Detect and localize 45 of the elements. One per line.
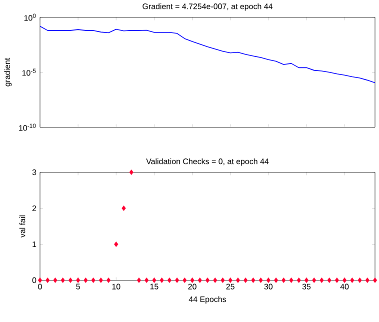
point — [114, 241, 118, 247]
point — [266, 277, 270, 283]
point — [182, 277, 187, 283]
point — [327, 277, 332, 283]
point — [190, 277, 194, 283]
point — [152, 277, 156, 283]
point — [46, 277, 50, 283]
point — [358, 277, 362, 283]
point — [160, 277, 164, 283]
point — [312, 277, 316, 283]
point — [98, 277, 103, 283]
point — [129, 169, 134, 175]
point — [334, 277, 340, 283]
point — [91, 277, 96, 283]
point — [296, 277, 301, 283]
point — [174, 277, 180, 283]
point — [213, 277, 218, 283]
point — [144, 277, 149, 283]
point — [365, 277, 370, 283]
point — [342, 277, 347, 283]
point — [76, 277, 80, 283]
point — [205, 277, 210, 283]
point — [167, 277, 172, 283]
point — [68, 277, 73, 283]
point — [372, 277, 378, 283]
point — [274, 277, 278, 283]
point — [282, 277, 286, 283]
point — [350, 277, 354, 283]
point — [84, 277, 88, 283]
point — [53, 277, 58, 283]
point — [198, 277, 202, 283]
point — [258, 277, 263, 283]
point — [60, 277, 65, 283]
point — [228, 277, 232, 283]
point — [243, 277, 248, 283]
point — [122, 205, 126, 211]
point — [289, 277, 294, 283]
point — [220, 277, 225, 283]
point — [251, 277, 256, 283]
point — [106, 277, 111, 283]
point — [304, 277, 309, 283]
point — [320, 277, 324, 283]
point — [38, 277, 42, 283]
point — [136, 277, 142, 283]
point — [236, 277, 240, 283]
